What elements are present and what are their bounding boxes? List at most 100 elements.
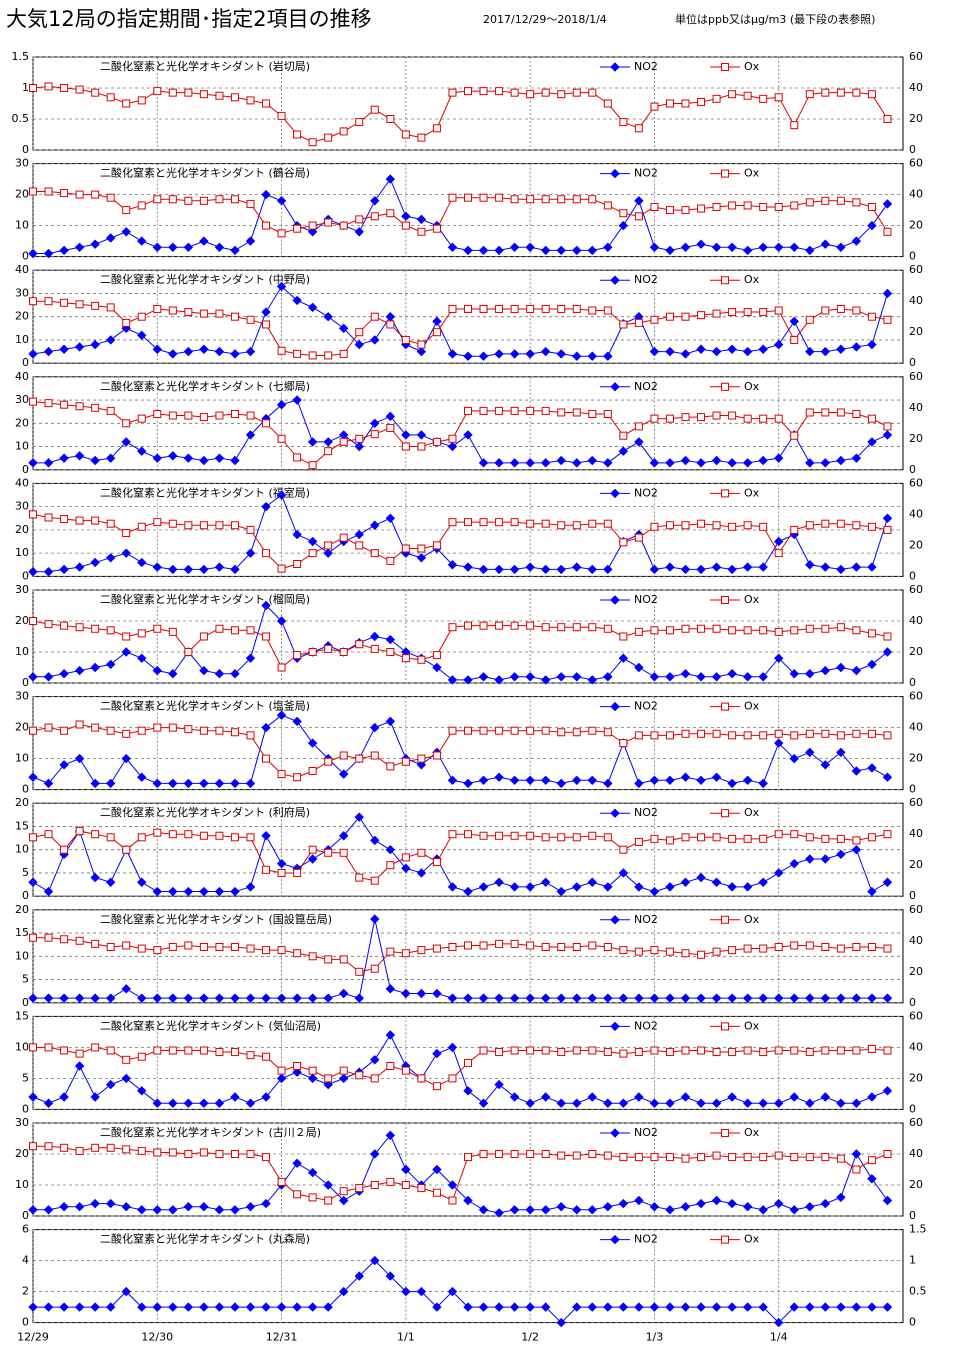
ox-marker bbox=[495, 726, 504, 735]
no2-marker bbox=[665, 458, 675, 468]
ox-marker bbox=[650, 522, 659, 531]
no2-marker bbox=[882, 647, 893, 657]
no2-marker bbox=[137, 557, 147, 568]
no2-marker bbox=[354, 529, 364, 540]
ox-marker bbox=[168, 195, 177, 204]
legend-label: NO2 bbox=[634, 913, 658, 926]
no2-marker bbox=[354, 227, 364, 237]
ox-marker bbox=[324, 848, 333, 857]
no2-marker bbox=[307, 993, 318, 1003]
no2-marker bbox=[245, 346, 256, 357]
ox-marker bbox=[681, 729, 690, 738]
y2-tick-label: 0 bbox=[909, 1209, 916, 1222]
ox-marker bbox=[728, 946, 737, 955]
no2-marker bbox=[711, 877, 722, 887]
no2-marker bbox=[245, 1201, 256, 1212]
no2-marker bbox=[836, 662, 846, 673]
ox-marker bbox=[106, 1143, 115, 1152]
no2-marker bbox=[556, 455, 566, 466]
ox-marker bbox=[510, 621, 519, 630]
ox-marker bbox=[75, 300, 84, 309]
ox-marker bbox=[774, 830, 783, 839]
ox-marker bbox=[168, 723, 177, 732]
no2-marker bbox=[789, 316, 799, 327]
no2-marker bbox=[665, 993, 675, 1003]
no2-marker bbox=[385, 1271, 396, 1281]
no2-marker bbox=[74, 342, 85, 352]
y-tick-label: 1.5 bbox=[12, 50, 30, 63]
ox-marker bbox=[728, 834, 737, 843]
no2-marker bbox=[447, 349, 458, 359]
y2-tick-label: 0 bbox=[909, 1316, 916, 1329]
ox-marker bbox=[572, 195, 581, 204]
ox-marker bbox=[541, 88, 550, 97]
ox-marker bbox=[246, 199, 255, 208]
no2-marker bbox=[152, 562, 162, 572]
ox-marker bbox=[867, 414, 876, 423]
legend-marker bbox=[610, 595, 620, 605]
ox-marker bbox=[153, 828, 162, 837]
ox-marker bbox=[883, 422, 892, 431]
no2-marker bbox=[90, 872, 100, 883]
no2-marker bbox=[494, 1079, 504, 1090]
no2-marker bbox=[43, 1302, 54, 1312]
no2-marker bbox=[230, 564, 240, 575]
ox-marker bbox=[106, 1046, 115, 1055]
x-tick-label: 1/3 bbox=[646, 1331, 664, 1344]
no2-marker bbox=[882, 1195, 893, 1206]
ox-marker bbox=[634, 318, 643, 327]
y-tick-label: 30 bbox=[15, 286, 29, 299]
ox-marker bbox=[774, 729, 783, 738]
ox-marker bbox=[805, 833, 814, 842]
no2-marker bbox=[339, 1195, 349, 1206]
ox-marker bbox=[464, 726, 472, 735]
ox-marker bbox=[168, 519, 177, 528]
ox-marker bbox=[339, 349, 348, 358]
ox-marker bbox=[262, 320, 271, 329]
no2-marker bbox=[758, 672, 768, 682]
ox-marker bbox=[557, 623, 566, 632]
no2-marker bbox=[603, 882, 613, 892]
ox-marker bbox=[867, 729, 876, 738]
ox-marker bbox=[168, 306, 177, 315]
ox-marker bbox=[29, 933, 37, 942]
ox-marker bbox=[526, 941, 535, 950]
no2-marker bbox=[152, 1098, 162, 1108]
ox-marker bbox=[588, 623, 597, 632]
ox-marker bbox=[106, 303, 115, 312]
ox-marker bbox=[153, 304, 162, 313]
no2-marker bbox=[59, 993, 69, 1003]
no2-marker bbox=[494, 564, 504, 575]
no2-marker bbox=[90, 339, 100, 350]
no2-marker bbox=[696, 872, 706, 883]
no2-marker bbox=[774, 653, 784, 663]
ox-marker bbox=[852, 1165, 861, 1174]
ox-marker bbox=[137, 629, 146, 638]
no2-marker bbox=[540, 564, 551, 575]
no2-marker bbox=[199, 1201, 209, 1212]
y2-tick-label: 40 bbox=[909, 934, 923, 947]
no2-marker bbox=[183, 1201, 194, 1212]
ox-marker bbox=[60, 298, 69, 307]
no2-marker bbox=[805, 346, 815, 357]
ox-marker bbox=[557, 728, 566, 737]
no2-marker bbox=[509, 993, 520, 1003]
y-tick-label: 0 bbox=[22, 676, 29, 689]
no2-marker bbox=[727, 1198, 737, 1209]
no2-marker bbox=[43, 567, 54, 577]
no2-marker bbox=[587, 1302, 597, 1312]
no2-marker bbox=[509, 1092, 520, 1102]
ox-marker bbox=[293, 773, 302, 782]
ox-marker bbox=[60, 845, 69, 854]
ox-marker bbox=[852, 88, 861, 97]
ox-marker bbox=[510, 1150, 519, 1158]
ox-marker bbox=[510, 831, 519, 840]
legend-marker bbox=[721, 63, 729, 71]
ox-marker bbox=[370, 751, 379, 760]
ox-marker bbox=[774, 627, 783, 636]
ox-marker bbox=[883, 115, 892, 123]
panel-title: 二酸化窒素と光化学オキシダント (七郷局) bbox=[100, 379, 310, 393]
no2-marker bbox=[634, 1195, 644, 1206]
no2-marker bbox=[742, 775, 753, 786]
no2-marker bbox=[43, 458, 54, 468]
